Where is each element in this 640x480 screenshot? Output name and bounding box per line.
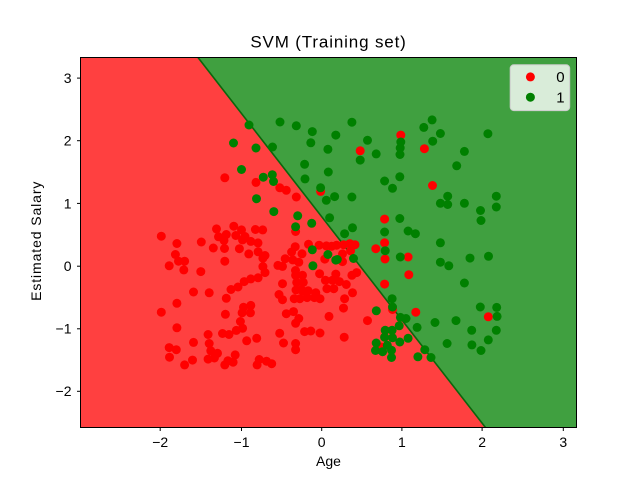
svg-text:0: 0	[64, 258, 72, 274]
svg-text:Age: Age	[316, 453, 341, 469]
svg-text:−1: −1	[234, 434, 250, 450]
svg-text:−2: −2	[152, 434, 168, 450]
svg-text:−2: −2	[56, 383, 72, 399]
svg-text:1: 1	[64, 195, 72, 211]
svg-text:SVM (Training set): SVM (Training set)	[250, 33, 406, 52]
svg-text:3: 3	[64, 70, 72, 86]
svg-text:0: 0	[318, 434, 326, 450]
svg-text:1: 1	[398, 434, 406, 450]
svg-text:1: 1	[556, 89, 564, 106]
svg-text:3: 3	[559, 434, 567, 450]
svg-text:2: 2	[478, 434, 486, 450]
svg-text:2: 2	[64, 133, 72, 149]
svg-text:−1: −1	[56, 321, 72, 337]
svg-text:Estimated Salary: Estimated Salary	[28, 181, 44, 301]
svg-text:0: 0	[556, 69, 564, 86]
